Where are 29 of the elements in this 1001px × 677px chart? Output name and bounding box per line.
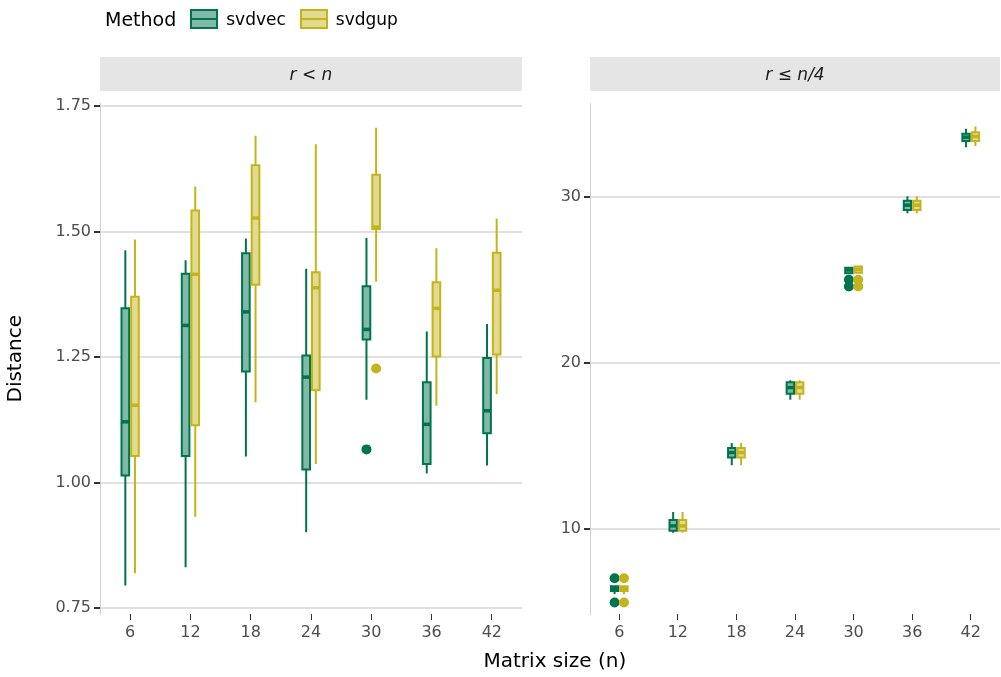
x-axis-title: Matrix size (n): [483, 648, 627, 672]
x-tick-label: 18: [726, 621, 747, 641]
x-tick-label: 42: [481, 621, 503, 641]
x-tick-label: 12: [667, 621, 689, 641]
x-tick-label: 42: [960, 621, 981, 641]
y-tick-label: 10: [560, 518, 581, 538]
legend-label: svdvec: [226, 9, 286, 29]
y-tick-label: 30: [560, 185, 581, 205]
legend-label: svdgup: [335, 9, 398, 29]
y-tick-label: 1.50: [55, 220, 91, 240]
y-tick-label: 20: [560, 352, 581, 372]
y-axis-title: Distance: [2, 315, 27, 403]
x-tick-label: 36: [421, 621, 442, 641]
x-tick-label: 30: [843, 621, 864, 641]
y-tick-label: 0.75: [55, 597, 91, 617]
x-tick-label: 6: [614, 621, 625, 641]
x-tick-label: 24: [300, 621, 322, 641]
x-tick-label: 12: [180, 621, 201, 641]
y-tick-label: 1.75: [55, 95, 91, 115]
x-tick-label: 36: [901, 621, 923, 641]
x-tick-label: 30: [361, 621, 382, 641]
x-tick-label: 6: [125, 621, 136, 641]
chart-title: r ≤ n/4: [590, 57, 1000, 91]
chart-title: r < n: [100, 57, 522, 91]
legend-title: Method: [105, 8, 177, 30]
x-tick-label: 24: [784, 621, 806, 641]
y-tick-label: 1.00: [55, 471, 91, 491]
x-tick-label: 18: [240, 621, 261, 641]
y-tick-label: 1.25: [55, 346, 91, 366]
